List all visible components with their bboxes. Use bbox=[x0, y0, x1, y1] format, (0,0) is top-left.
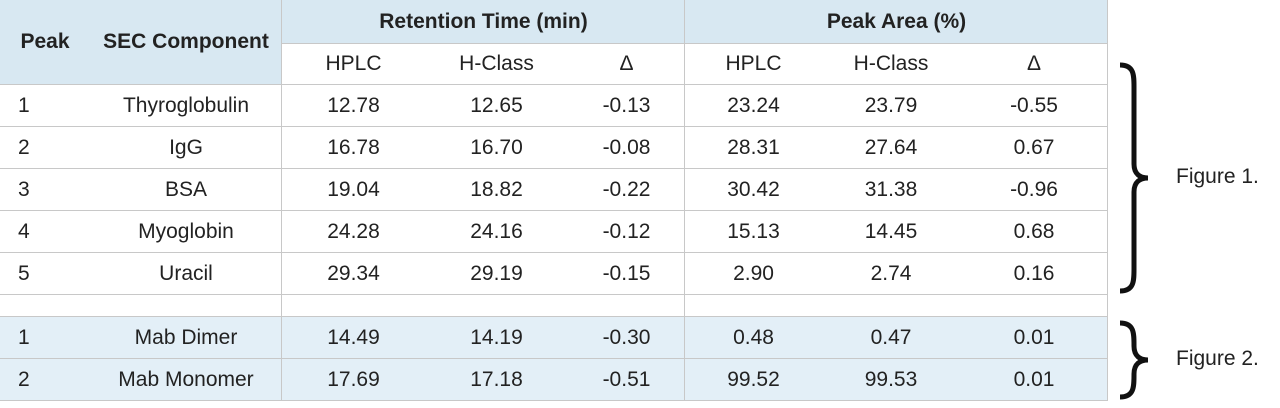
table-cell: Mab Monomer bbox=[90, 359, 282, 401]
table-cell: IgG bbox=[90, 127, 282, 169]
table-cell: 2 bbox=[0, 359, 90, 401]
table-cell: -0.51 bbox=[568, 359, 685, 401]
table-cell: -0.08 bbox=[568, 127, 685, 169]
header-cell: SEC Component bbox=[90, 0, 282, 85]
table-cell: -0.22 bbox=[568, 169, 685, 211]
table-cell: 0.67 bbox=[960, 127, 1108, 169]
table-cell: 24.16 bbox=[425, 211, 568, 253]
header-cell: Peak Area (%) bbox=[685, 0, 1108, 44]
figure-label: Figure 1. bbox=[1176, 165, 1259, 188]
table-cell: 16.78 bbox=[282, 127, 425, 169]
table-cell: 29.34 bbox=[282, 253, 425, 295]
table-cell: 18.82 bbox=[425, 169, 568, 211]
table-cell: -0.30 bbox=[568, 317, 685, 359]
table-cell: 0.48 bbox=[685, 317, 822, 359]
brace bbox=[1119, 62, 1149, 294]
subheader-cell: Δ bbox=[568, 44, 685, 85]
table-cell: 19.04 bbox=[282, 169, 425, 211]
table-cell: Myoglobin bbox=[90, 211, 282, 253]
table-cell: 0.68 bbox=[960, 211, 1108, 253]
table-cell: 17.18 bbox=[425, 359, 568, 401]
spacer-row bbox=[0, 295, 1108, 317]
table-cell: BSA bbox=[90, 169, 282, 211]
table-cell: 2.74 bbox=[822, 253, 960, 295]
table-cell: 0.47 bbox=[822, 317, 960, 359]
table-cell: 0.01 bbox=[960, 317, 1108, 359]
table-cell: 17.69 bbox=[282, 359, 425, 401]
table-cell: 30.42 bbox=[685, 169, 822, 211]
table-cell: 12.78 bbox=[282, 85, 425, 127]
table-cell: -0.12 bbox=[568, 211, 685, 253]
table-cell: 23.24 bbox=[685, 85, 822, 127]
column-rule bbox=[1107, 0, 1108, 401]
figure-label: Figure 2. bbox=[1176, 347, 1259, 370]
subheader-cell: H-Class bbox=[425, 44, 568, 85]
header-cell: Retention Time (min) bbox=[282, 0, 685, 44]
table-cell: 2 bbox=[0, 127, 90, 169]
table-cell: -0.15 bbox=[568, 253, 685, 295]
table-cell: 2.90 bbox=[685, 253, 822, 295]
column-rule bbox=[684, 0, 685, 401]
table-cell: 23.79 bbox=[822, 85, 960, 127]
table-cell: Mab Dimer bbox=[90, 317, 282, 359]
subheader-cell: Δ bbox=[960, 44, 1108, 85]
table-cell: 3 bbox=[0, 169, 90, 211]
table-cell: 0.16 bbox=[960, 253, 1108, 295]
subheader-cell: HPLC bbox=[282, 44, 425, 85]
table-cell: 0.01 bbox=[960, 359, 1108, 401]
table-cell: 14.45 bbox=[822, 211, 960, 253]
column-rule bbox=[281, 0, 282, 401]
table-cell: 14.19 bbox=[425, 317, 568, 359]
table-cell: 4 bbox=[0, 211, 90, 253]
subheader-cell: H-Class bbox=[822, 44, 960, 85]
table-cell: 16.70 bbox=[425, 127, 568, 169]
table-cell: 31.38 bbox=[822, 169, 960, 211]
table-cell: 99.53 bbox=[822, 359, 960, 401]
header-cell: Peak bbox=[0, 0, 90, 85]
table-cell: 24.28 bbox=[282, 211, 425, 253]
table-cell: Thyroglobulin bbox=[90, 85, 282, 127]
table-cell: 99.52 bbox=[685, 359, 822, 401]
table-cell: Uracil bbox=[90, 253, 282, 295]
table-cell: 15.13 bbox=[685, 211, 822, 253]
table-cell: 12.65 bbox=[425, 85, 568, 127]
subheader-cell: HPLC bbox=[685, 44, 822, 85]
table-cell: 1 bbox=[0, 317, 90, 359]
table-cell: 1 bbox=[0, 85, 90, 127]
table-cell: -0.55 bbox=[960, 85, 1108, 127]
table-cell: 27.64 bbox=[822, 127, 960, 169]
brace bbox=[1119, 320, 1149, 400]
table-cell: 5 bbox=[0, 253, 90, 295]
table-cell: -0.13 bbox=[568, 85, 685, 127]
table-cell: 14.49 bbox=[282, 317, 425, 359]
table-cell: -0.96 bbox=[960, 169, 1108, 211]
table-cell: 29.19 bbox=[425, 253, 568, 295]
table-cell: 28.31 bbox=[685, 127, 822, 169]
